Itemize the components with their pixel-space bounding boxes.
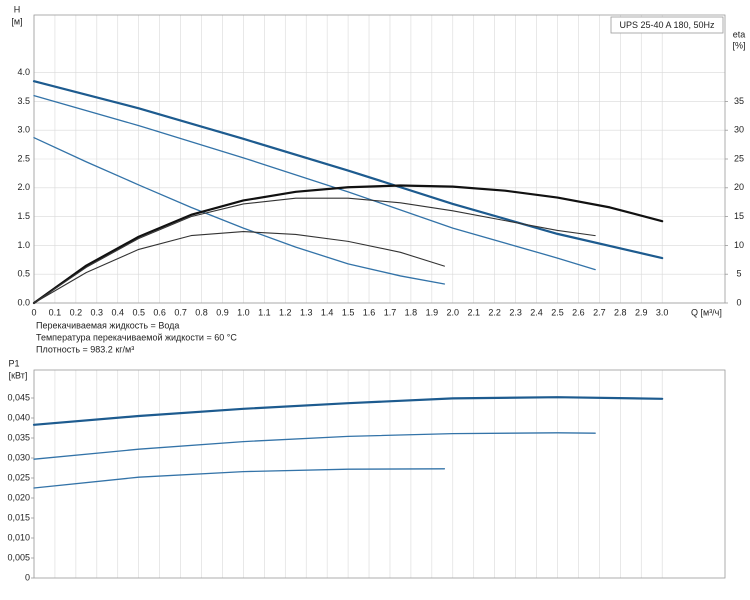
y-tick-label: 0,020 bbox=[7, 492, 30, 502]
x-axis-label: Q [м³/ч] bbox=[691, 307, 722, 317]
curve bbox=[33, 432, 596, 460]
y-axis-unit: [кВт] bbox=[9, 370, 28, 380]
curve bbox=[33, 468, 446, 489]
y-tick-label: 0.0 bbox=[17, 297, 30, 307]
y-axis-label: P1 bbox=[8, 358, 19, 368]
x-tick-label: 1.6 bbox=[363, 307, 376, 317]
chart-title: UPS 25-40 A 180, 50Hz bbox=[619, 20, 715, 30]
note: Плотность = 983.2 кг/м³ bbox=[36, 344, 134, 354]
x-tick-label: 2.7 bbox=[593, 307, 606, 317]
curve bbox=[33, 231, 445, 304]
curve bbox=[33, 197, 596, 304]
x-tick-label: 2.9 bbox=[635, 307, 648, 317]
y-axis-label: H bbox=[14, 4, 21, 14]
title-box bbox=[610, 16, 724, 34]
x-tick-label: 2.3 bbox=[509, 307, 522, 317]
curve bbox=[33, 137, 446, 285]
x-tick-label: 1.4 bbox=[321, 307, 334, 317]
y-tick-label: 0,035 bbox=[7, 432, 30, 442]
x-tick-label: 0.7 bbox=[174, 307, 187, 317]
y-tick-label: 0,045 bbox=[7, 392, 30, 402]
y-tick-label: 4.0 bbox=[17, 67, 30, 77]
y2-tick-label: 25 bbox=[734, 153, 744, 163]
y-tick-label: 2.0 bbox=[17, 182, 30, 192]
x-tick-label: 1.5 bbox=[342, 307, 355, 317]
grid-layer bbox=[33, 15, 725, 578]
y-tick-label: 3.0 bbox=[17, 125, 30, 135]
y2-tick-label: 30 bbox=[734, 125, 744, 135]
y-tick-label: 0.5 bbox=[17, 269, 30, 279]
y-tick-label: 0,025 bbox=[7, 472, 30, 482]
x-tick-label: 0.4 bbox=[111, 307, 124, 317]
plot-frame bbox=[33, 369, 726, 579]
y-tick-label: 1.5 bbox=[17, 211, 30, 221]
y2-tick-label: 10 bbox=[734, 240, 744, 250]
x-tick-label: 0.6 bbox=[153, 307, 166, 317]
x-tick-label: 2.0 bbox=[447, 307, 460, 317]
x-tick-label: 2.4 bbox=[530, 307, 543, 317]
y-tick-label: 0,005 bbox=[7, 552, 30, 562]
x-tick-label: 1.1 bbox=[258, 307, 271, 317]
x-tick-label: 0.1 bbox=[49, 307, 62, 317]
y-tick-label: 3.5 bbox=[17, 96, 30, 106]
x-tick-label: 2.8 bbox=[614, 307, 627, 317]
y2-tick-label: 35 bbox=[734, 96, 744, 106]
x-tick-label: 1.8 bbox=[405, 307, 418, 317]
x-tick-label: 1.2 bbox=[279, 307, 292, 317]
curve bbox=[32, 80, 664, 260]
x-tick-label: 1.7 bbox=[384, 307, 397, 317]
y2-tick-label: 15 bbox=[734, 211, 744, 221]
y2-tick-label: 5 bbox=[736, 269, 741, 279]
y2-axis-unit: [%] bbox=[732, 40, 745, 50]
x-tick-label: 2.6 bbox=[572, 307, 585, 317]
y-tick-label: 0,010 bbox=[7, 532, 30, 542]
y-axis-unit: [м] bbox=[11, 16, 22, 26]
x-tick-label: 0.8 bbox=[195, 307, 208, 317]
x-tick-label: 0.9 bbox=[216, 307, 229, 317]
note: Перекачиваемая жидкость = Вода bbox=[36, 320, 179, 330]
curve bbox=[33, 94, 596, 271]
x-tick-label: 1.0 bbox=[237, 307, 250, 317]
x-tick-label: 2.2 bbox=[488, 307, 501, 317]
x-tick-label: 0.3 bbox=[91, 307, 104, 317]
y2-tick-label: 20 bbox=[734, 182, 744, 192]
y-tick-label: 2.5 bbox=[17, 153, 30, 163]
curve bbox=[32, 396, 664, 426]
x-tick-label: 0.2 bbox=[70, 307, 83, 317]
x-tick-label: 1.9 bbox=[426, 307, 439, 317]
y-tick-label: 0,030 bbox=[7, 452, 30, 462]
x-tick-label: 0 bbox=[31, 307, 36, 317]
x-tick-label: 0.5 bbox=[132, 307, 145, 317]
curve bbox=[32, 184, 664, 305]
x-tick-label: 3.0 bbox=[656, 307, 669, 317]
y2-tick-label: 0 bbox=[736, 297, 741, 307]
y-tick-label: 1.0 bbox=[17, 240, 30, 250]
y-tick-label: 0,040 bbox=[7, 412, 30, 422]
x-tick-label: 1.3 bbox=[300, 307, 313, 317]
y2-axis-label: eta bbox=[733, 29, 746, 39]
x-tick-label: 2.1 bbox=[467, 307, 480, 317]
y-tick-label: 0,015 bbox=[7, 512, 30, 522]
y-tick-label: 0 bbox=[25, 572, 30, 582]
x-tick-label: 2.5 bbox=[551, 307, 564, 317]
note: Температура перекачиваемой жидкости = 60… bbox=[36, 332, 237, 342]
